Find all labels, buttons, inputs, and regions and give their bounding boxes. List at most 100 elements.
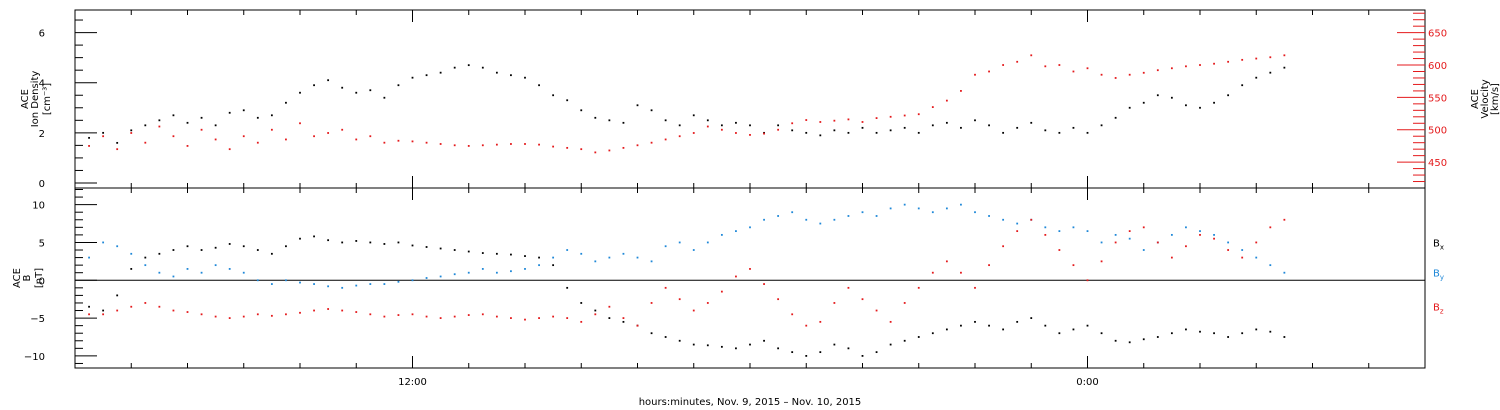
velocity-point — [1283, 54, 1286, 57]
bottom-left-tick-label: 5 — [39, 238, 45, 249]
bx-point — [439, 247, 442, 250]
ion-density-point — [313, 84, 315, 87]
bz-point — [186, 311, 189, 313]
ion-density-point — [200, 116, 203, 119]
top-panel-points — [88, 54, 1286, 154]
by-point — [383, 283, 386, 285]
bx-point — [327, 239, 330, 242]
ion-density-point — [270, 114, 273, 117]
time-tick-labels: 12:00 0:00 — [398, 377, 1099, 388]
bx-point — [903, 339, 906, 342]
bx-point — [650, 332, 653, 335]
by-point — [341, 286, 344, 289]
by-point — [88, 256, 90, 259]
ion-density-point — [1030, 121, 1033, 124]
ion-density-point — [1044, 129, 1047, 132]
by-point — [861, 211, 864, 214]
by-point — [1128, 237, 1131, 240]
by-point — [1283, 271, 1286, 274]
velocity-point — [988, 70, 990, 73]
bz-point — [847, 286, 850, 289]
ion-density-point — [664, 119, 667, 122]
ion-density-point — [299, 91, 301, 94]
legend-by-subscript: y — [1440, 274, 1444, 282]
bx-point — [214, 246, 217, 249]
velocity-point — [481, 144, 484, 147]
ion-density-point — [1016, 126, 1019, 129]
top-left-tick-label: 2 — [39, 129, 45, 140]
bz-point — [299, 311, 301, 314]
by-point — [228, 268, 231, 270]
velocity-point — [1128, 73, 1131, 76]
by-point — [720, 233, 723, 236]
bx-point — [1142, 338, 1145, 341]
bz-point — [116, 309, 119, 312]
bz-point — [355, 311, 358, 313]
ion-density-point — [636, 104, 639, 107]
bx-point — [1156, 336, 1159, 338]
velocity-point — [1142, 71, 1145, 74]
top-left-axis-unit: [cm⁻³] — [42, 83, 53, 115]
bz-point — [1058, 249, 1061, 251]
velocity-point — [706, 125, 709, 128]
bz-point — [1241, 256, 1244, 259]
velocity-point — [833, 119, 836, 122]
bz-point — [1156, 241, 1159, 244]
ion-density-point — [819, 134, 822, 137]
velocity-point — [1255, 57, 1258, 60]
ion-density-point — [988, 124, 990, 127]
bx-point — [299, 237, 301, 240]
ion-density-point — [917, 131, 920, 134]
bx-point — [1100, 332, 1103, 335]
bz-point — [692, 309, 695, 312]
ion-density-point — [369, 89, 372, 92]
velocity-point — [186, 145, 189, 147]
velocity-point — [1213, 62, 1215, 65]
x-axis-label: hours:minutes, Nov. 9, 2015 – Nov. 10, 2… — [639, 397, 862, 408]
bz-point — [1128, 230, 1131, 233]
by-point — [453, 273, 456, 276]
bz-point — [650, 302, 653, 304]
ion-density-point — [889, 129, 892, 132]
bottom-panel-frame — [74, 187, 1426, 369]
bz-point — [608, 305, 611, 308]
bx-point — [1241, 332, 1244, 335]
ion-density-point — [608, 119, 611, 122]
ion-density-point — [214, 124, 217, 127]
by-point — [1058, 230, 1061, 233]
bx-point — [270, 252, 273, 255]
legend-by: By — [1433, 269, 1444, 282]
velocity-point — [228, 148, 231, 151]
by-point — [270, 283, 273, 285]
bz-point — [1170, 256, 1173, 259]
top-left-tick-label: 6 — [39, 29, 45, 40]
ion-density-point — [960, 126, 962, 129]
bx-point — [861, 354, 864, 357]
bz-point — [397, 314, 400, 316]
ion-density-point — [875, 131, 878, 134]
bx-point — [1044, 324, 1047, 327]
ion-density-point — [228, 111, 231, 114]
bz-point — [1002, 245, 1005, 248]
velocity-point — [889, 115, 892, 118]
by-point — [538, 264, 540, 267]
velocity-point — [172, 135, 175, 138]
bx-point — [144, 256, 147, 259]
velocity-point — [1086, 67, 1089, 70]
velocity-point — [355, 138, 358, 141]
bx-point — [538, 256, 540, 259]
by-point — [1142, 249, 1145, 251]
bx-point — [833, 343, 836, 346]
ion-density-point — [172, 114, 175, 117]
by-point — [313, 283, 315, 285]
bz-point — [383, 315, 386, 318]
bz-point — [425, 315, 428, 318]
ion-density-point — [397, 84, 400, 87]
by-point — [411, 279, 414, 282]
bz-point — [552, 315, 555, 318]
bx-point — [397, 241, 400, 244]
top-right-axis-unit: [km/s] — [1490, 83, 1500, 115]
by-point — [425, 277, 428, 279]
velocity-point — [1227, 60, 1230, 63]
bz-point — [467, 314, 470, 316]
